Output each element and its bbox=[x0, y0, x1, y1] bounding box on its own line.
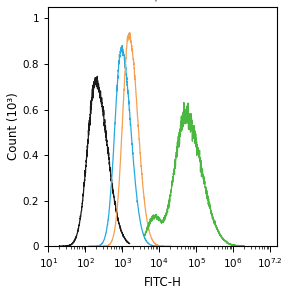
Text: P1: P1 bbox=[163, 0, 177, 2]
X-axis label: FITC-H: FITC-H bbox=[144, 276, 182, 289]
Text: bs-0101R-1/: bs-0101R-1/ bbox=[88, 0, 163, 2]
Y-axis label: Count (10³): Count (10³) bbox=[7, 93, 20, 160]
